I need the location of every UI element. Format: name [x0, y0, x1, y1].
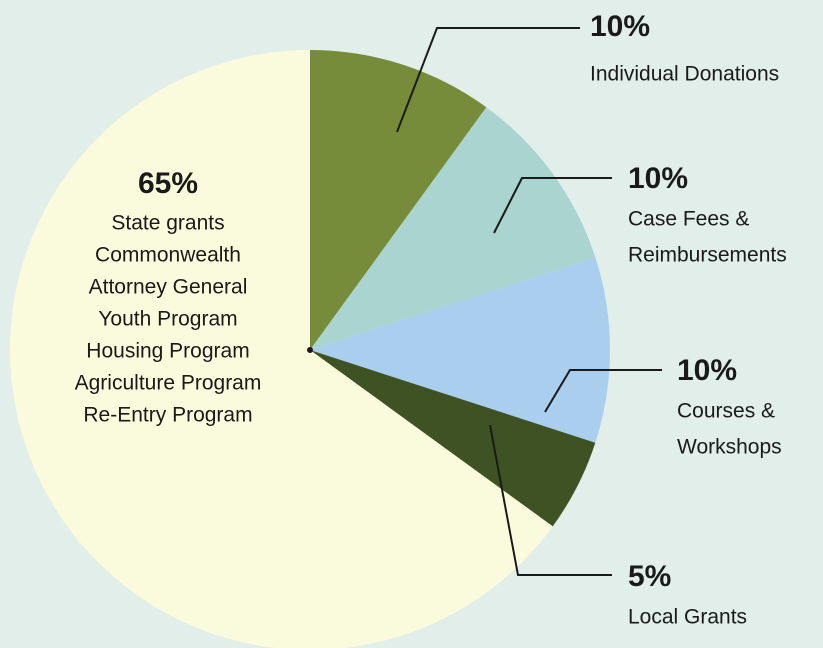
slice-label: Workshops [677, 436, 782, 459]
pie-slice [310, 350, 596, 527]
slice-percent: 10% [590, 10, 650, 43]
pie-slice [310, 257, 611, 443]
slice-label: Case Fees & [628, 208, 749, 231]
center-dot [307, 347, 313, 353]
slice-percent: 5% [628, 560, 671, 593]
slice-label: Courses & [677, 400, 775, 423]
slice-label: Individual Donations [590, 63, 779, 86]
pie-slice [310, 50, 487, 350]
slice-percent: 10% [628, 162, 688, 195]
leader-line [544, 369, 662, 413]
slice-label: Commonwealth [95, 244, 241, 267]
slice-label: Re-Entry Program [83, 404, 252, 427]
slice-percent: 10% [677, 354, 737, 387]
leader-line [489, 424, 612, 576]
slice-label: State grants [111, 212, 224, 235]
slice-label: Local Grants [628, 606, 747, 629]
slice-percent: 65% [138, 167, 198, 200]
slice-label: Agriculture Program [75, 372, 262, 395]
leader-line [493, 177, 612, 234]
slice-label: Youth Program [98, 308, 237, 331]
leader-line [396, 27, 580, 133]
pie-slice [10, 50, 553, 648]
slice-label: Housing Program [86, 340, 249, 363]
pie-slice [310, 107, 596, 351]
slice-label: Reimbursements [628, 244, 787, 267]
slice-label: Attorney General [89, 276, 248, 299]
